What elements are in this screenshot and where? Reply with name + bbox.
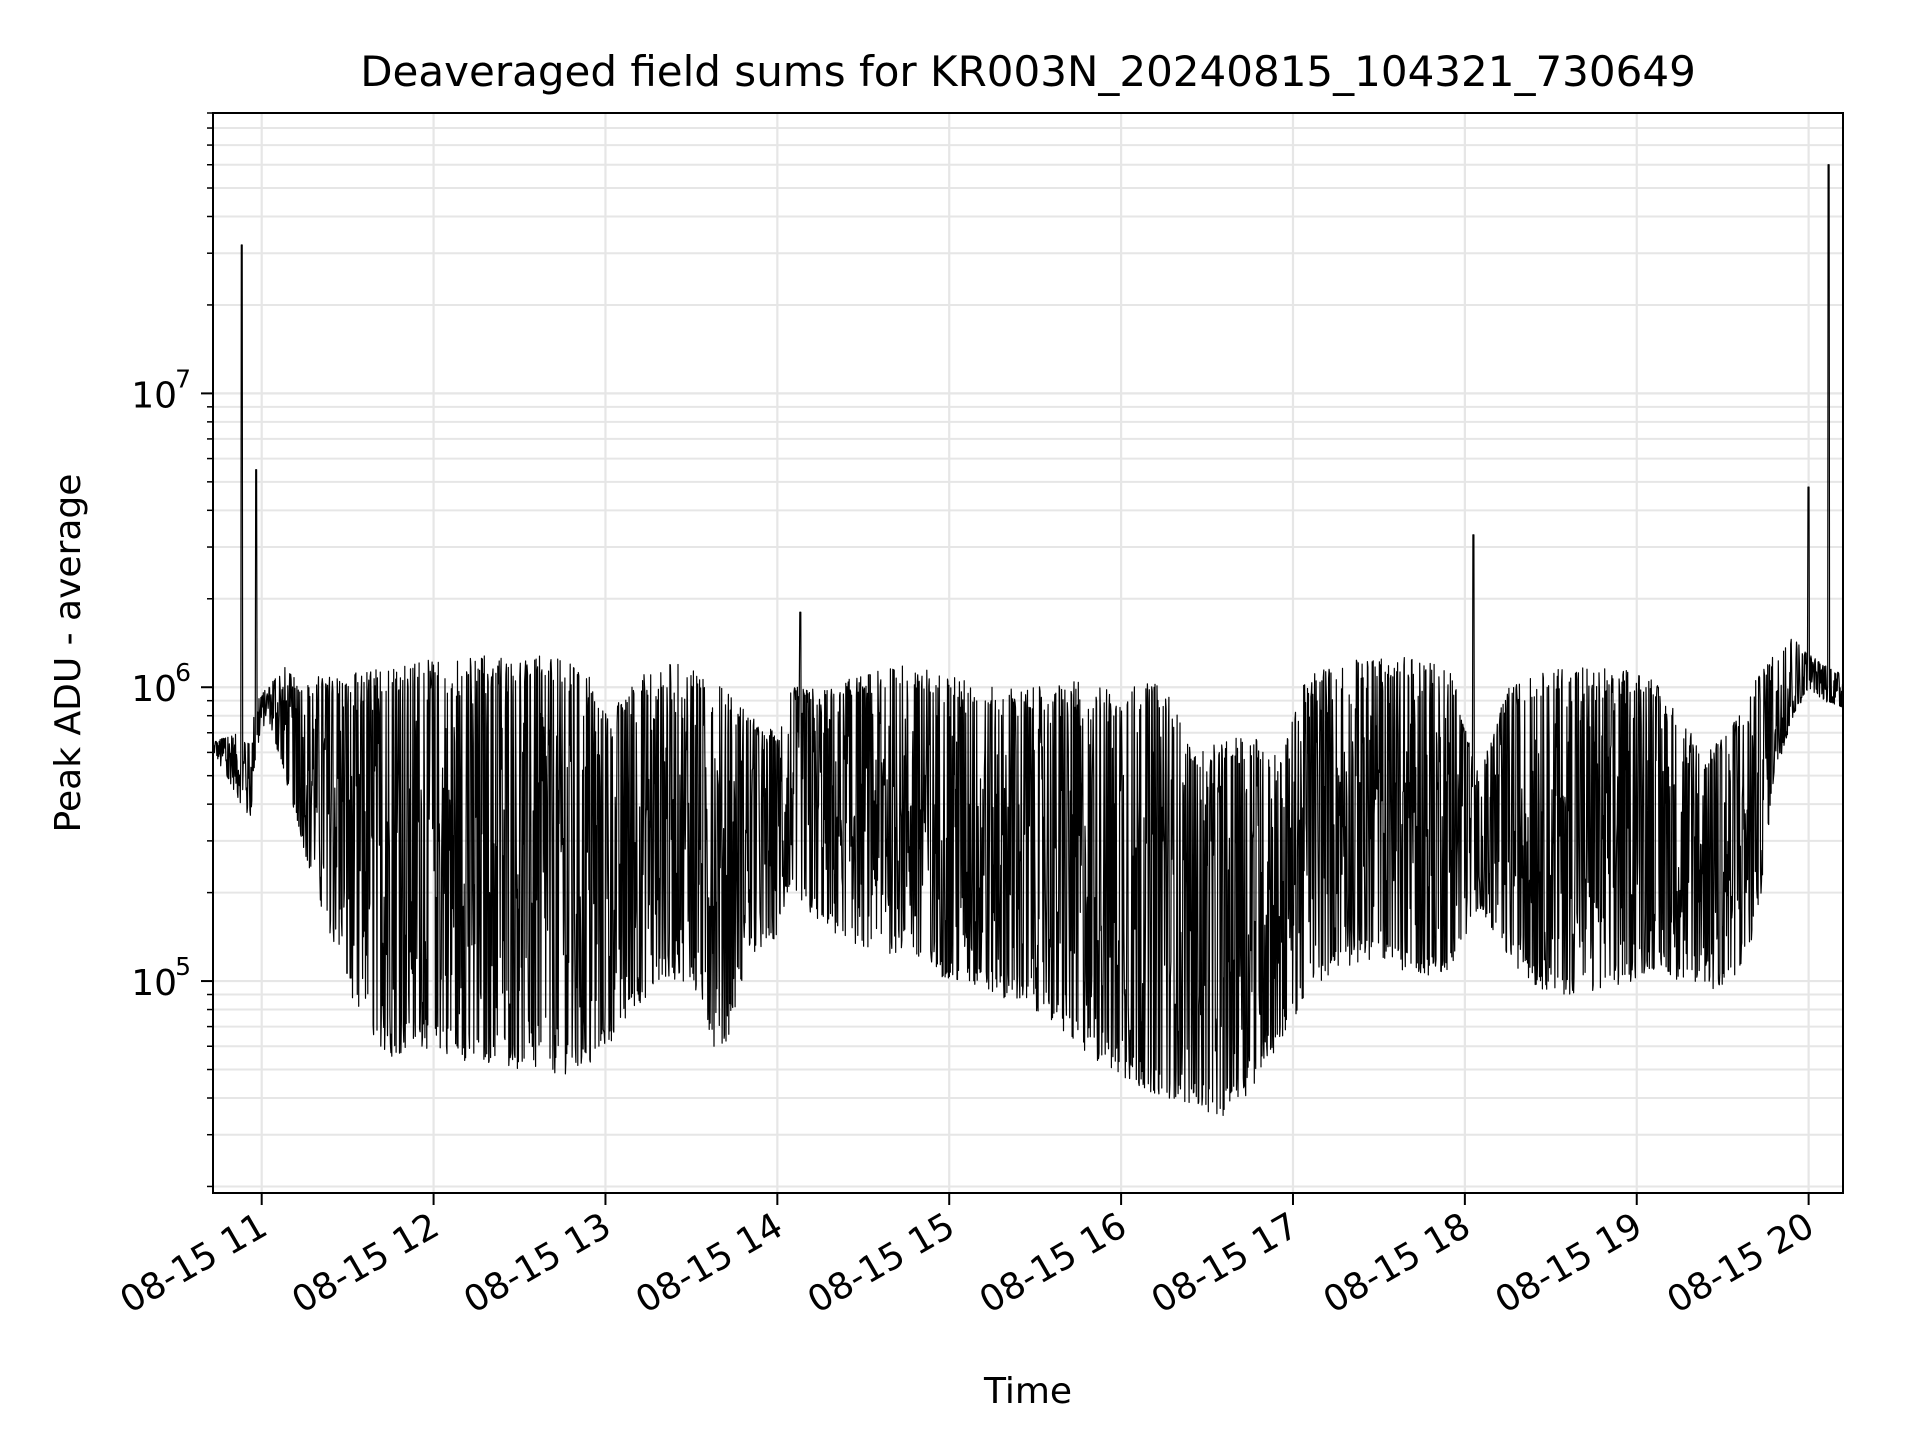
chart-title: Deaveraged field sums for KR003N_2024081…: [360, 47, 1696, 96]
y-tick-exponent: 5: [175, 952, 191, 981]
y-tick-label: 10: [131, 375, 177, 416]
y-tick-label: 10: [131, 963, 177, 1004]
y-tick-exponent: 7: [175, 364, 191, 393]
series-line-group: [212, 164, 1844, 1117]
series-line: [212, 164, 1844, 1117]
plot-frame: [212, 112, 1844, 1194]
y-tick-exponent: 6: [175, 658, 191, 687]
y-tick-label: 10: [131, 669, 177, 710]
x-axis-label: Time: [983, 1371, 1072, 1412]
y-axis-label: Peak ADU - average: [48, 474, 89, 833]
